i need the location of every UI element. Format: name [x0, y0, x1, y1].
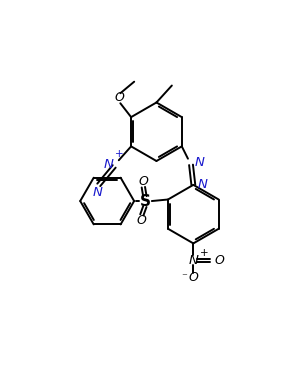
Text: N: N	[104, 158, 113, 171]
Text: N: N	[188, 254, 198, 267]
Text: O: O	[139, 175, 148, 188]
Text: ⁻: ⁻	[181, 272, 187, 282]
Text: +: +	[200, 248, 208, 258]
Text: O: O	[188, 271, 198, 284]
Text: S: S	[139, 194, 150, 209]
Text: N: N	[197, 178, 207, 191]
Text: O: O	[215, 254, 225, 267]
Text: N: N	[92, 186, 102, 199]
Text: +: +	[115, 149, 124, 159]
Text: N: N	[195, 156, 205, 169]
Text: O: O	[137, 214, 147, 227]
Text: O: O	[115, 91, 125, 104]
